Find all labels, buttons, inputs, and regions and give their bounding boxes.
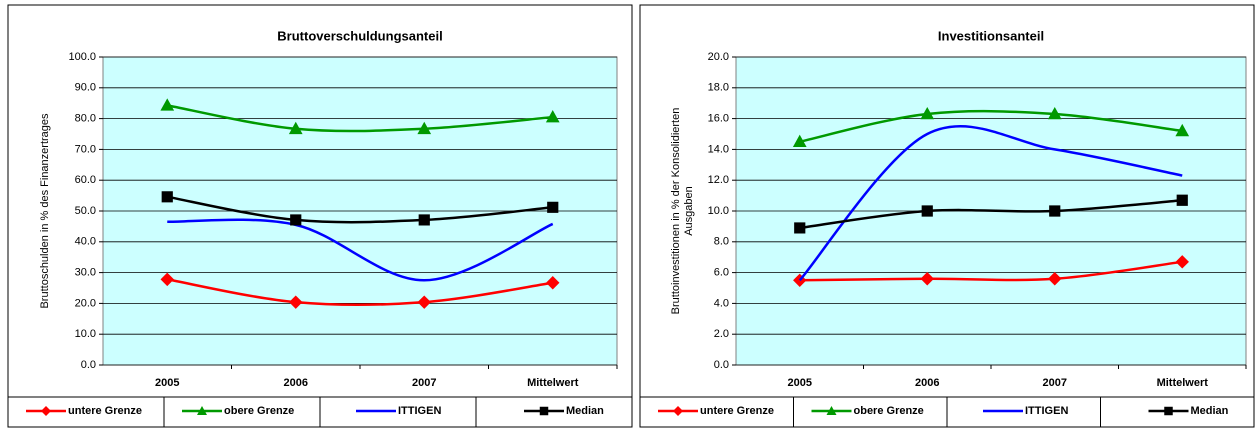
data-point [1047,106,1062,120]
y-tick-label: 18.0 [708,82,729,94]
data-point [921,205,933,217]
legend-label: untere Grenze [700,405,774,417]
y-tick-label: 70.0 [75,143,96,155]
legend-label: ITTIGEN [1025,405,1068,417]
data-point [920,272,934,286]
x-tick-label: 2007 [412,377,436,389]
series-line [167,278,553,307]
data-point [1176,194,1188,206]
y-tick-label: 4.0 [714,297,729,309]
x-tick-label: Mittelwert [527,377,579,389]
data-point [290,214,302,226]
legend-label: ITTIGEN [398,405,441,417]
data-point [1049,205,1061,217]
y-tick-label: 8.0 [714,236,729,248]
legend-marker [826,406,837,415]
legend-label: Median [566,405,604,417]
series-line [799,109,1183,143]
y-tick-label: 20.0 [708,51,729,63]
data-point [160,272,174,287]
series-line [167,218,554,282]
data-point [160,98,175,111]
y-tick-label: 30.0 [75,267,96,279]
legend-label: obere Grenze [854,405,924,417]
data-point [288,121,303,135]
data-point [792,134,807,147]
chart-title: Investitionsanteil [938,28,1044,43]
data-point [1175,123,1190,137]
chart-title: Bruttoverschuldungsanteil [277,28,442,43]
x-tick-label: 2006 [284,377,308,389]
series-line [167,195,553,224]
y-tick-label: 10.0 [708,205,729,217]
y-tick-label: 2.0 [714,328,729,340]
data-point [794,222,806,234]
legend-label: obere Grenze [224,405,294,417]
data-point [418,214,430,226]
y-tick-label: 10.0 [75,328,96,340]
y-tick-label: 14.0 [708,143,729,155]
data-point [547,201,559,213]
x-tick-label: Mittelwert [1157,377,1209,389]
series-line [799,198,1183,230]
y-tick-label: 60.0 [75,174,96,186]
data-point [161,191,173,203]
y-tick-label: 0.0 [714,359,729,371]
data-point [920,106,935,120]
y-tick-label: 12.0 [708,174,729,186]
y-tick-label: 16.0 [708,113,729,125]
y-tick-label: 50.0 [75,205,96,217]
y-axis-label: Bruttoinvestitionen in % der Konsolidier… [670,108,682,315]
data-point [417,295,431,309]
legend-marker [197,406,207,415]
y-tick-label: 6.0 [714,267,729,279]
legend-marker [41,406,51,416]
series-line [798,124,1183,282]
series-line [799,260,1183,282]
legend-marker [673,406,683,416]
legend-label: untere Grenze [68,405,142,417]
data-point [545,110,560,123]
data-point [1048,272,1062,286]
x-tick-label: 2006 [915,377,939,389]
data-point [546,276,560,290]
data-point [289,295,303,309]
y-axis-label: Bruttoschulden in % des Finanzertrages [39,113,51,309]
y-tick-label: 40.0 [75,236,96,248]
legend-label: Median [1191,405,1229,417]
y-tick-label: 90.0 [75,82,96,94]
series-line [167,104,553,133]
y-tick-label: 80.0 [75,113,96,125]
data-point [417,121,432,135]
legend-marker [539,406,549,416]
legend-marker [1164,406,1173,416]
data-point [1175,255,1189,269]
x-tick-label: 2005 [155,377,179,389]
y-tick-label: 20.0 [75,297,96,309]
x-tick-label: 2005 [788,377,812,389]
x-tick-label: 2007 [1043,377,1067,389]
y-axis-label: Ausgaben [683,186,695,236]
y-tick-label: 100.0 [68,51,96,63]
y-tick-label: 0.0 [81,359,96,371]
